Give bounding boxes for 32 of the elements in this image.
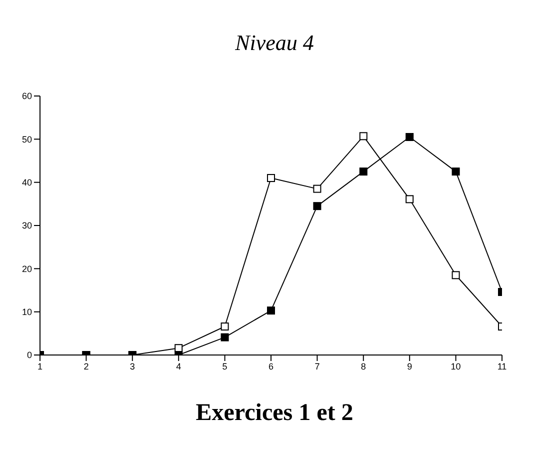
x-tick-label: 4 [176,361,182,372]
point [220,333,229,342]
y-tick-label: 30 [22,220,32,231]
point [313,184,322,193]
y-tick-label: 20 [22,264,32,274]
point [220,322,229,331]
point [359,168,368,176]
y-tick-label: 60 [22,91,32,102]
x-tick-label: 9 [407,361,412,372]
y-tick-label: 0 [26,350,32,360]
x-tick-label: 10 [450,361,461,372]
x-tick-label: 3 [130,361,135,372]
point [267,174,275,182]
x-tick-label: 7 [314,361,320,372]
x-axis-title: Exercices 1 et 2 [194,400,354,427]
x-tick-label: 1 [37,361,43,372]
point [359,132,368,140]
point [452,168,460,176]
point [406,133,414,142]
y-tick-label: 50 [22,134,32,144]
x-tick-label: 5 [222,361,228,372]
point [313,202,322,210]
y-tick-label: 40 [22,178,32,188]
chart-title: Niveau 4 [234,30,315,56]
point [406,195,414,204]
x-tick-label: 8 [360,361,366,372]
point [267,306,275,315]
x-tick-label: 6 [268,361,274,372]
x-tick-label: 2 [84,361,89,372]
point [452,271,460,280]
y-tick-label: 10 [22,307,32,318]
x-tick-label: 11 [497,361,507,372]
